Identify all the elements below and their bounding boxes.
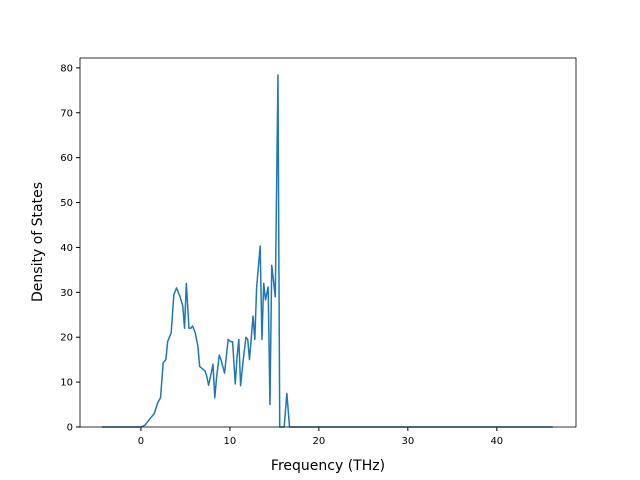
- y-tick-label: 60: [60, 153, 73, 164]
- y-tick-label: 20: [60, 333, 73, 344]
- x-axis-label: Frequency (THz): [271, 458, 385, 474]
- y-tick-label: 0: [67, 423, 73, 434]
- y-tick-label: 50: [60, 198, 73, 209]
- x-tick-label: 20: [313, 436, 326, 447]
- x-tick-label: 0: [138, 436, 144, 447]
- x-tick-label: 40: [490, 436, 503, 447]
- x-tick-label: 30: [401, 436, 414, 447]
- y-axis-label: Density of States: [30, 182, 46, 302]
- y-tick-label: 70: [60, 108, 73, 119]
- plot-frame: [79, 57, 577, 428]
- x-tick-label: 10: [224, 436, 237, 447]
- y-tick-label: 30: [60, 288, 73, 299]
- y-tick-label: 10: [60, 378, 73, 389]
- y-tick-label: 40: [60, 243, 73, 254]
- y-tick-label: 80: [60, 63, 73, 74]
- data-line: [101, 74, 553, 428]
